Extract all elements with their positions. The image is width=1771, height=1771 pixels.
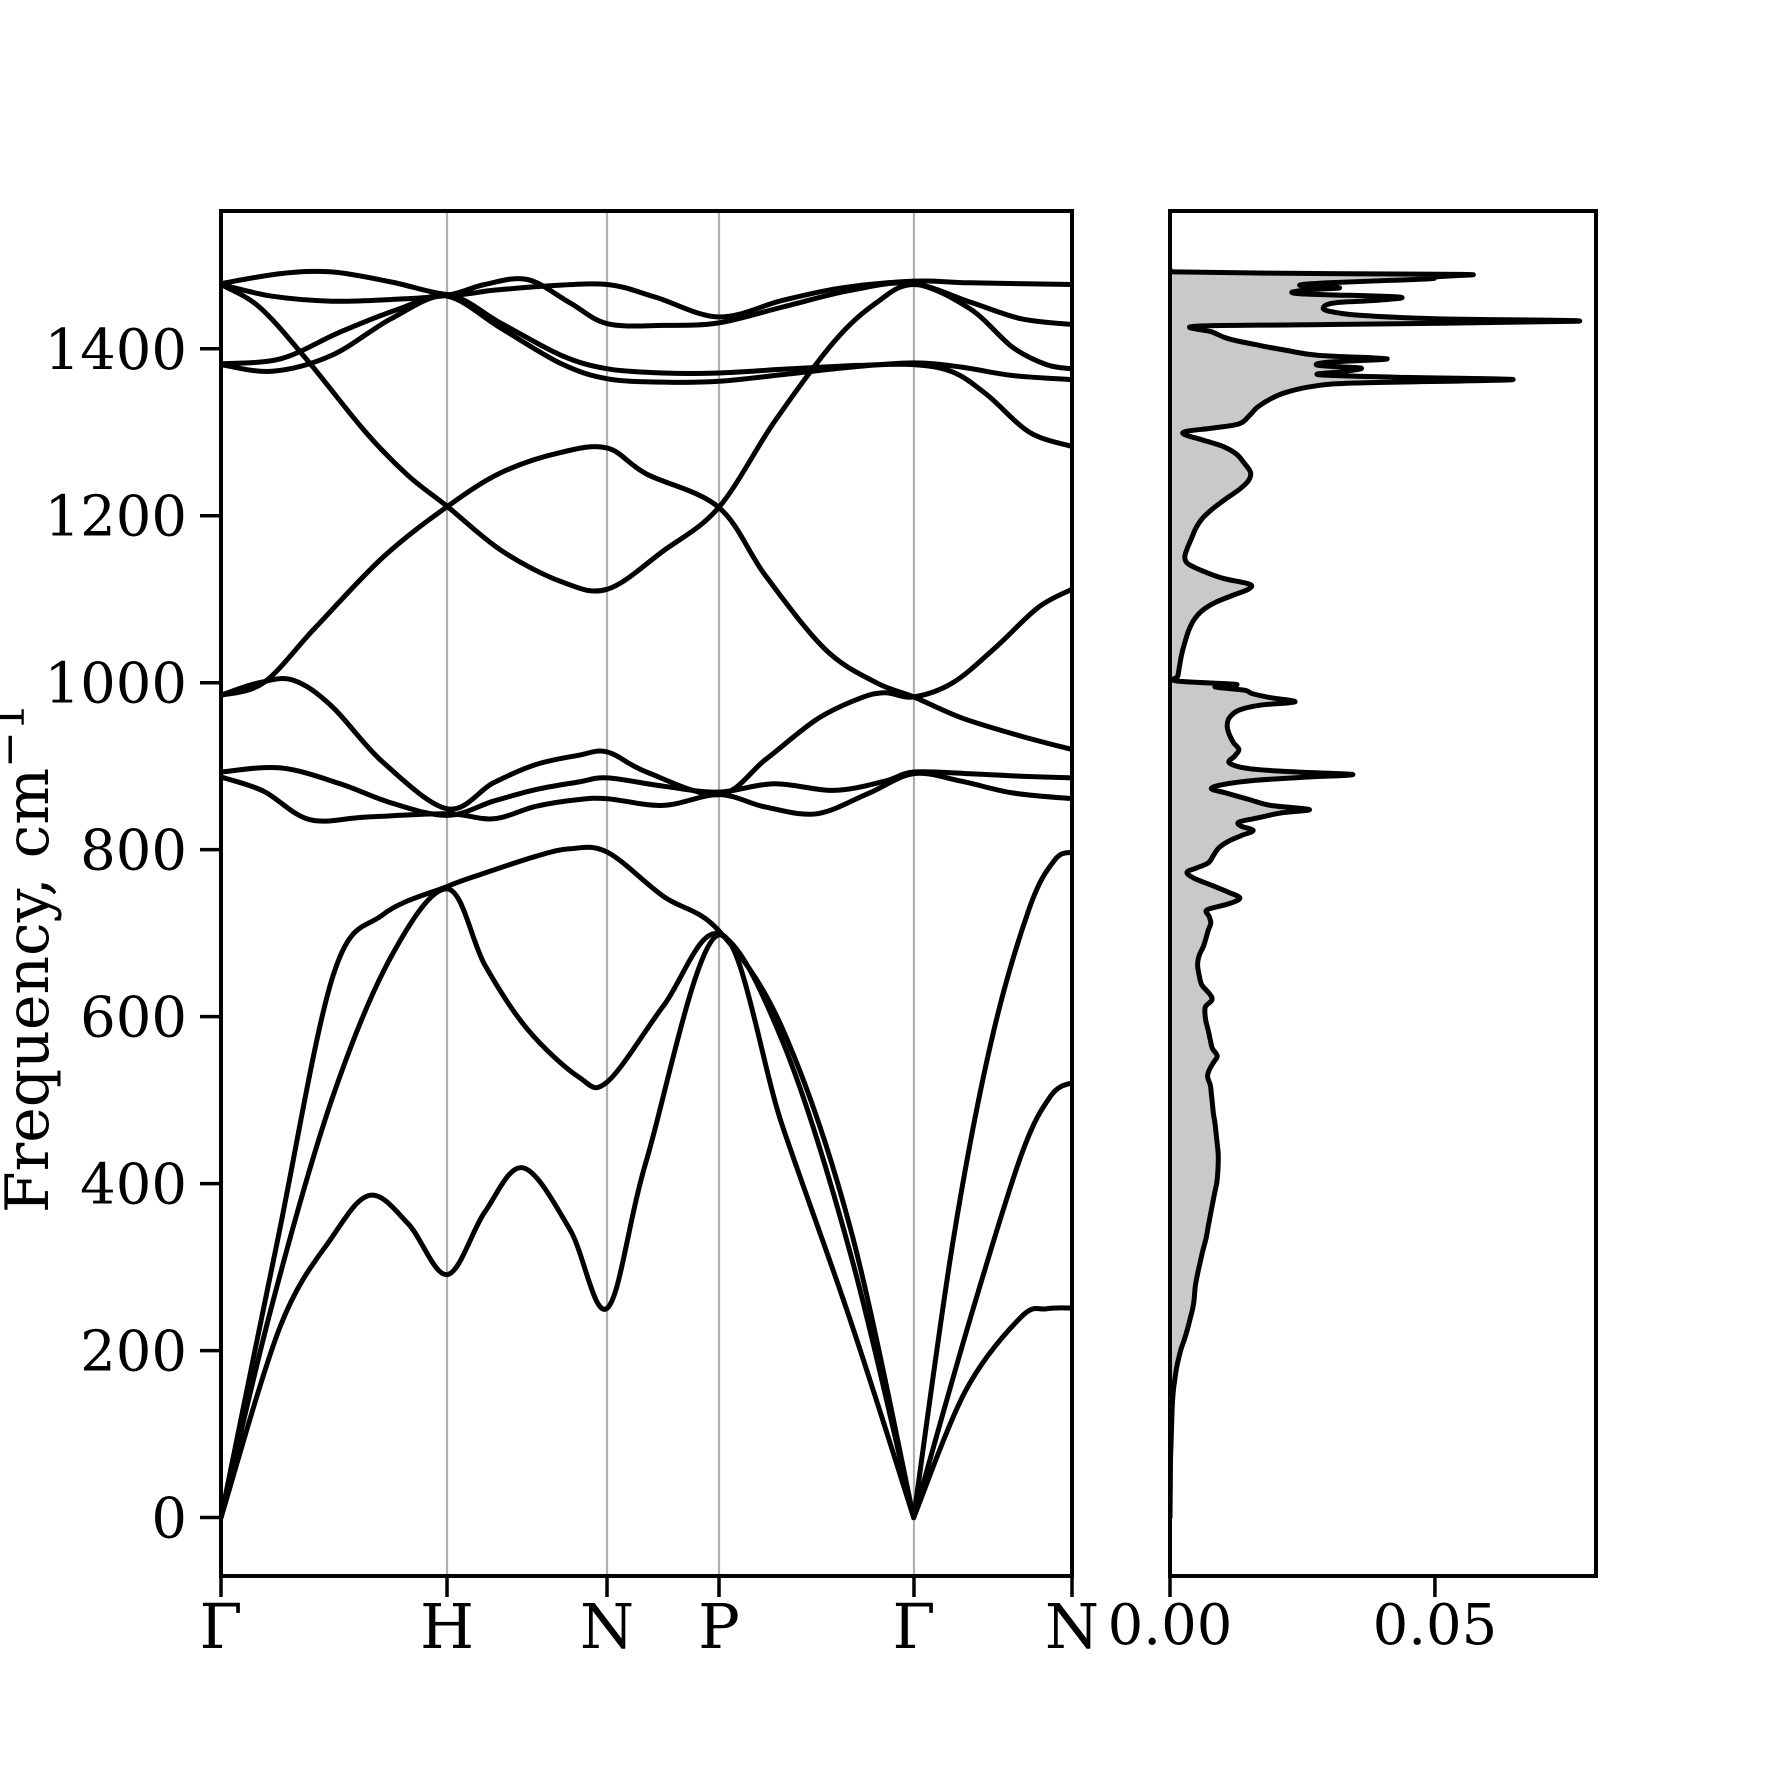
y-tick-label: 1000 (44, 652, 187, 717)
phonon-branch (219, 268, 1074, 320)
phonon-branch (219, 932, 917, 1521)
phonon-branch (219, 844, 917, 1521)
phonon-branch (219, 292, 1074, 449)
phonon-branch (219, 764, 1074, 818)
k-point-label: P (698, 1590, 740, 1663)
dos-outline (1168, 266, 1583, 1521)
y-tick-label: 600 (80, 986, 187, 1051)
phonon-branch (219, 293, 1074, 385)
dos-x-tick-label: 0.00 (1108, 1593, 1233, 1658)
dos-curve (1168, 266, 1583, 1521)
k-point-label: Γ (892, 1590, 935, 1663)
k-point-label: N (580, 1590, 634, 1663)
dos-x-tick-label: 0.05 (1373, 1593, 1498, 1658)
y-tick-label: 1200 (44, 485, 187, 550)
k-point-label: N (1045, 1590, 1099, 1663)
phonon-branch (219, 886, 917, 1521)
y-tick-label: 400 (80, 1153, 187, 1218)
phonon-branch (911, 849, 1074, 1521)
axes-frames (219, 209, 1598, 1578)
phonon-branch (911, 1305, 1074, 1521)
y-tick-label: 200 (80, 1320, 187, 1385)
k-point-label: Γ (199, 1590, 242, 1663)
phonon-branch (219, 444, 1074, 752)
y-tick-label: 1400 (44, 318, 187, 383)
phonon-branch (219, 586, 1074, 812)
dos-panel-frame (1168, 209, 1598, 1578)
y-tick-label: 800 (80, 819, 187, 884)
y-axis-label: Frequency, cm−1 (0, 703, 63, 1213)
dos-area-fill (1168, 269, 1580, 1518)
gridlines (445, 211, 916, 1576)
y-axis-label-superscript: −1 (0, 703, 35, 768)
y-tick-label: 0 (151, 1487, 187, 1552)
phonon-branch (219, 770, 1074, 824)
phonon-branch (911, 1080, 1074, 1521)
band-structure-curves (219, 268, 1074, 1521)
phonon-branch (219, 276, 1074, 372)
band-panel-frame (219, 209, 1074, 1578)
y-axis-label-main: Frequency, cm (0, 768, 63, 1213)
k-point-label: H (420, 1590, 474, 1663)
